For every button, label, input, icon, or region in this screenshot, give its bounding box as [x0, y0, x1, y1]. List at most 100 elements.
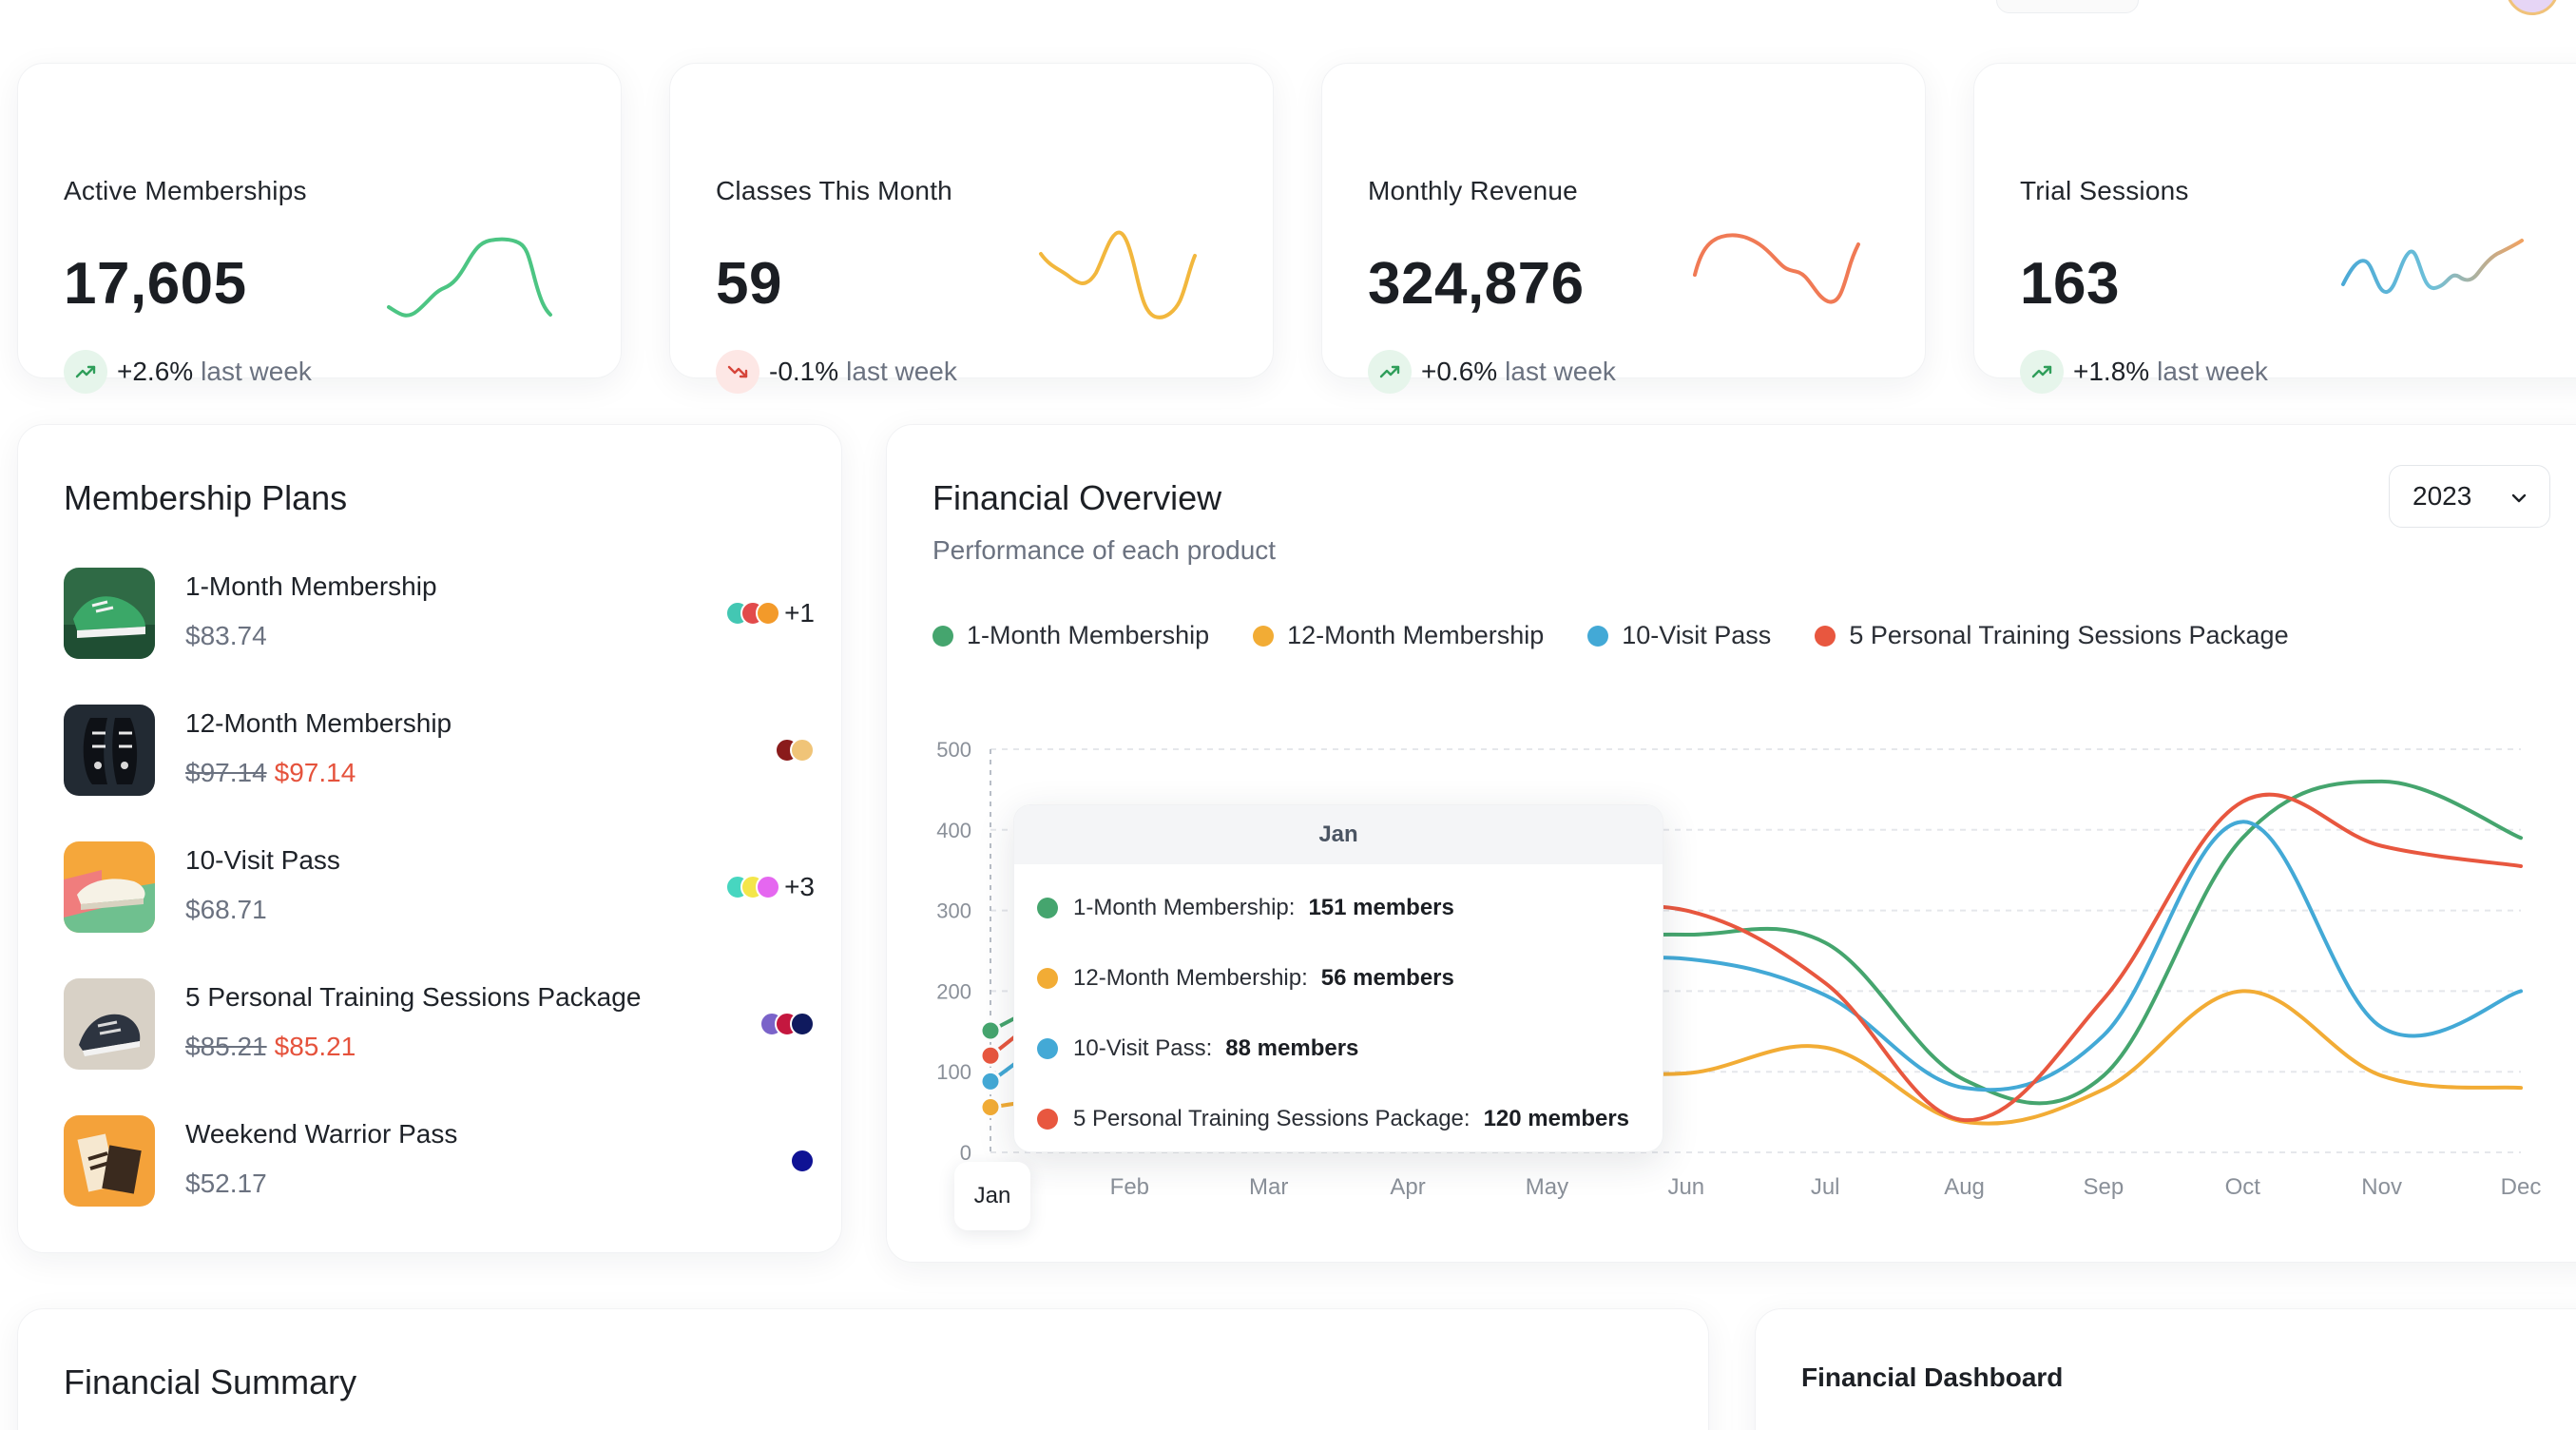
legend-item[interactable]: 5 Personal Training Sessions Package — [1815, 621, 2289, 650]
stat-change-suffix: last week — [846, 357, 957, 386]
swatch[interactable] — [790, 738, 815, 763]
legend-label: 1-Month Membership — [967, 621, 1210, 649]
trend-up-icon — [2020, 350, 2064, 394]
stat-change-suffix: last week — [2157, 357, 2268, 386]
color-swatches — [759, 1007, 815, 1041]
legend-dot — [1253, 625, 1275, 647]
plan-name: 1-Month Membership — [185, 571, 437, 601]
plan-item[interactable]: 5 Personal Training Sessions Package $85… — [64, 978, 815, 1070]
y-tick-label: 200 — [936, 979, 971, 1003]
tooltip-value: 151 members — [1308, 895, 1454, 920]
tooltip-value: 120 members — [1483, 1106, 1630, 1131]
stat-card-monthly-revenue: Monthly Revenue 324,876 +0.6% last week — [1321, 63, 1926, 394]
plan-name: 10-Visit Pass — [185, 845, 340, 875]
stat-change: +1.8% — [2073, 357, 2150, 386]
data-point — [979, 1019, 1002, 1042]
x-tick-label: Sep — [2084, 1174, 2124, 1200]
swatch[interactable] — [790, 1149, 815, 1173]
stat-title: Classes This Month — [716, 176, 952, 205]
price-value: $52.17 — [185, 1169, 267, 1198]
swatch[interactable] — [756, 875, 781, 899]
swatch[interactable] — [790, 1012, 815, 1036]
stat-card-active-memberships: Active Memberships 17,605 +2.6% last wee… — [17, 63, 622, 394]
x-tick-label: Dec — [2501, 1174, 2542, 1200]
legend-item[interactable]: 12-Month Membership — [1253, 621, 1544, 650]
chevron-down-icon — [2511, 493, 2527, 503]
color-swatches: +3 — [725, 870, 815, 904]
tooltip-dot — [1037, 898, 1058, 918]
legend-item[interactable]: 10-Visit Pass — [1587, 621, 1771, 650]
y-tick-label: 100 — [936, 1060, 971, 1084]
tooltip-title: Jan — [1014, 805, 1663, 864]
year-select[interactable]: 2023 — [2389, 465, 2550, 528]
financial-dashboard-card: Financial Dashboard — [1755, 1308, 2576, 1430]
tooltip-dot — [1037, 968, 1058, 989]
plan-price: $83.74 — [185, 621, 267, 651]
tooltip-row: 1-Month Membership: 151 members — [1037, 895, 1454, 921]
tooltip-label: 5 Personal Training Sessions Package: — [1073, 1106, 1471, 1131]
color-swatches: +1 — [725, 596, 815, 630]
card-title: Financial Dashboard — [1801, 1362, 2064, 1392]
swatch[interactable] — [756, 601, 781, 626]
plan-item[interactable]: 1-Month Membership $83.74 +1 — [64, 568, 815, 659]
plan-price: $68.71 — [185, 895, 267, 925]
y-tick-label: 400 — [936, 819, 971, 842]
product-image — [64, 705, 155, 796]
stat-title: Active Memberships — [64, 176, 307, 205]
stat-change: +2.6% — [117, 357, 194, 386]
tooltip-label: 10-Visit Pass: — [1073, 1035, 1213, 1061]
stat-value: 163 — [2020, 251, 2120, 317]
membership-plans-card: Membership Plans 1-Month Membership $83.… — [17, 424, 842, 1253]
legend-label: 10-Visit Pass — [1622, 621, 1772, 649]
plan-price: $97.14 $97.14 — [185, 758, 356, 788]
color-swatches — [790, 1144, 815, 1178]
original-price: $97.14 — [185, 758, 267, 787]
stat-card-classes-this-month: Classes This Month 59 -0.1% last week — [669, 63, 1274, 394]
tooltip-row: 10-Visit Pass: 88 members — [1037, 1035, 1358, 1062]
x-tick-label: May — [1526, 1174, 1568, 1200]
plan-price: $85.21 $85.21 — [185, 1032, 356, 1062]
tooltip-row: 5 Personal Training Sessions Package: 120… — [1037, 1106, 1629, 1132]
more-swatches-count[interactable]: +1 — [784, 598, 815, 628]
y-tick-label: 0 — [960, 1141, 971, 1165]
tooltip-row: 12-Month Membership: 56 members — [1037, 965, 1454, 992]
x-tick-label: Jun — [1667, 1174, 1704, 1200]
plan-item[interactable]: 10-Visit Pass $68.71 +3 — [64, 841, 815, 933]
chart-tooltip: Jan 1-Month Membership: 151 members 12-Mo… — [1013, 804, 1663, 1152]
y-tick-label: 500 — [936, 738, 971, 762]
stat-value: 17,605 — [64, 251, 247, 317]
trend-up-icon — [64, 350, 107, 394]
plan-item[interactable]: 12-Month Membership $97.14 $97.14 — [64, 705, 815, 796]
sparkline — [1693, 233, 1860, 304]
legend-item[interactable]: 1-Month Membership — [932, 621, 1209, 650]
tooltip-value: 56 members — [1320, 965, 1454, 991]
stat-trend: +0.6% last week — [1368, 349, 1616, 395]
sparkline — [387, 237, 552, 318]
sparkline — [1039, 230, 1197, 319]
plan-name: 12-Month Membership — [185, 708, 452, 738]
color-swatches — [775, 733, 815, 767]
plan-name: 5 Personal Training Sessions Package — [185, 982, 642, 1012]
sale-price: $85.21 — [274, 1032, 356, 1061]
stat-change-suffix: last week — [1505, 357, 1616, 386]
tooltip-dot — [1037, 1109, 1058, 1130]
x-tick-label: Feb — [1110, 1174, 1149, 1200]
x-axis-active-label: Jan — [954, 1162, 1030, 1230]
plan-item[interactable]: Weekend Warrior Pass $52.17 — [64, 1115, 815, 1207]
x-tick-label: Apr — [1390, 1174, 1425, 1200]
legend-label: 5 Personal Training Sessions Package — [1849, 621, 2289, 649]
tooltip-value: 88 members — [1225, 1035, 1359, 1061]
stat-trend: +1.8% last week — [2020, 349, 2268, 395]
tooltip-label: 12-Month Membership: — [1073, 965, 1308, 991]
more-swatches-count[interactable]: +3 — [784, 872, 815, 901]
stat-value: 324,876 — [1368, 251, 1585, 317]
trend-up-icon — [1368, 350, 1412, 394]
price-value: $68.71 — [185, 895, 267, 924]
price-value: $83.74 — [185, 621, 267, 650]
data-point — [979, 1044, 1002, 1067]
sparkline — [2341, 239, 2524, 294]
sale-price: $97.14 — [274, 758, 356, 787]
card-subtitle: Performance of each product — [932, 535, 1277, 565]
